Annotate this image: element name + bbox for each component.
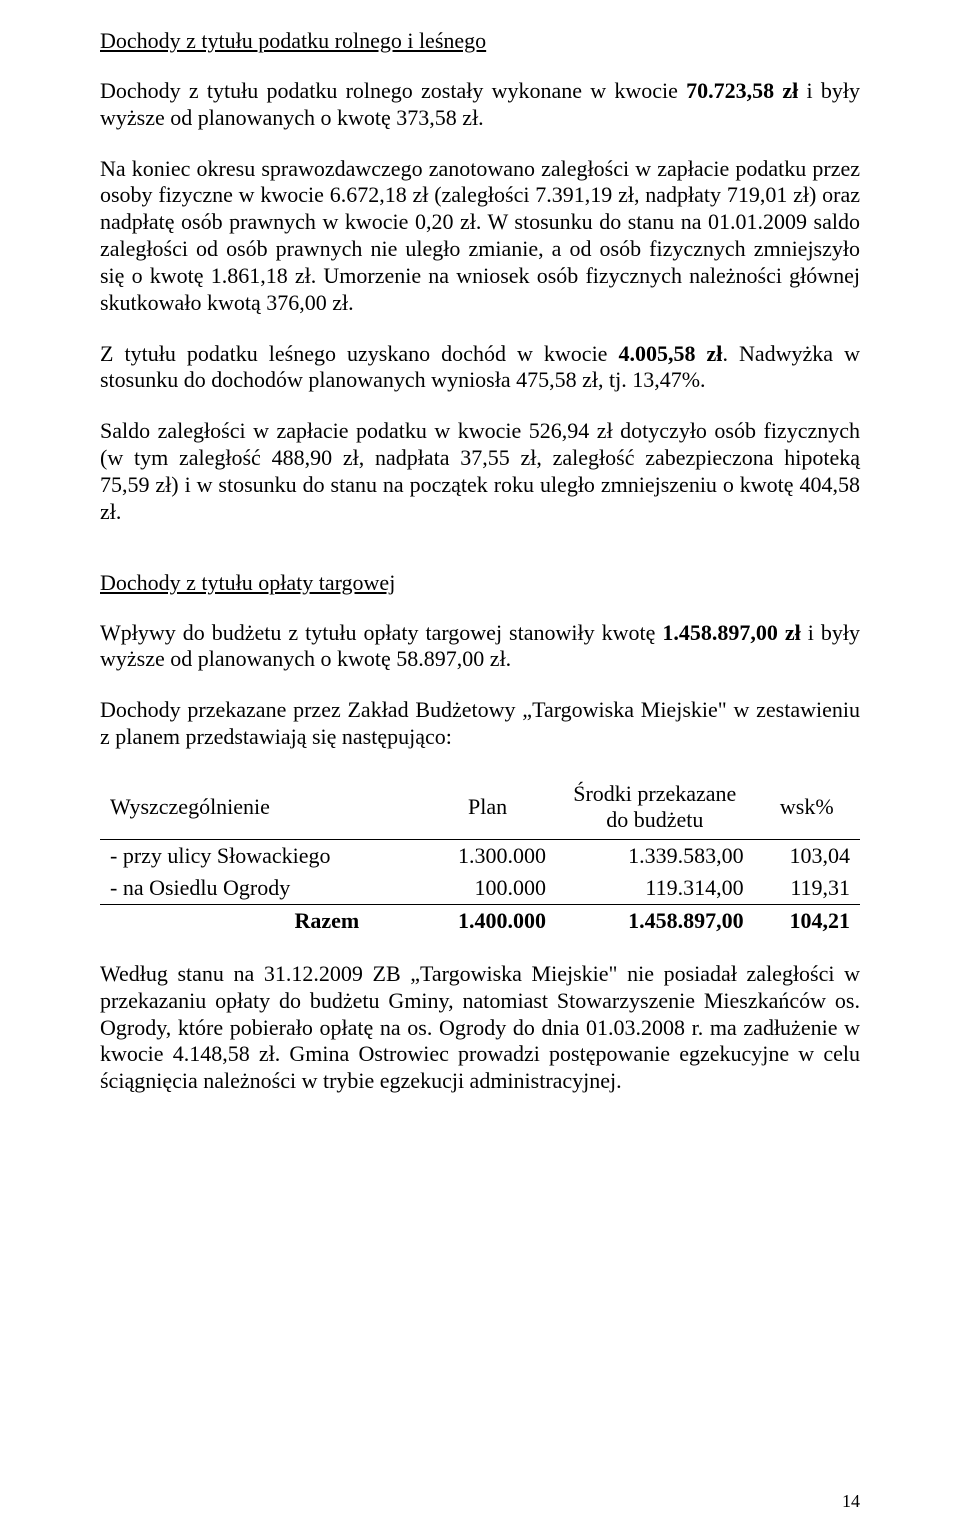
- section2-p1-text-a: Wpływy do budżetu z tytułu opłaty targow…: [100, 620, 662, 645]
- col-wsk: wsk%: [754, 775, 860, 840]
- cell-total-plan: 1.400.000: [419, 904, 556, 937]
- section1-p3: Z tytułu podatku leśnego uzyskano dochód…: [100, 341, 860, 395]
- table-total-row: Razem 1.400.000 1.458.897,00 104,21: [100, 904, 860, 937]
- section2-heading: Dochody z tytułu opłaty targowej: [100, 570, 860, 596]
- funds-table: Wyszczególnienie Plan Środki przekazane …: [100, 775, 860, 937]
- table-row: - przy ulicy Słowackiego 1.300.000 1.339…: [100, 839, 860, 872]
- section2-p1: Wpływy do budżetu z tytułu opłaty targow…: [100, 620, 860, 674]
- table-row: - na Osiedlu Ogrody 100.000 119.314,00 1…: [100, 872, 860, 905]
- section1-p1-amount-bold: 70.723,58 zł: [686, 78, 798, 103]
- col-plan: Plan: [419, 775, 556, 840]
- cell-srodki: 119.314,00: [556, 872, 754, 905]
- col-srodki: Środki przekazane do budżetu: [556, 775, 754, 840]
- page-number: 14: [842, 1491, 860, 1512]
- col-srodki-line2: do budżetu: [606, 807, 703, 832]
- section2-p1-amount-bold: 1.458.897,00 zł: [662, 620, 800, 645]
- section1-p1-text-a: Dochody z tytułu podatku rolnego zostały…: [100, 78, 686, 103]
- section2-p2: Dochody przekazane przez Zakład Budżetow…: [100, 697, 860, 751]
- cell-plan: 1.300.000: [419, 839, 556, 872]
- cell-srodki: 1.339.583,00: [556, 839, 754, 872]
- section1-p4: Saldo zaległości w zapłacie podatku w kw…: [100, 418, 860, 525]
- section1-p3-amount-bold: 4.005,58 zł: [619, 341, 723, 366]
- section1-heading: Dochody z tytułu podatku rolnego i leśne…: [100, 28, 860, 54]
- cell-total-label: Razem: [100, 904, 419, 937]
- section1-p3-text-a: Z tytułu podatku leśnego uzyskano dochód…: [100, 341, 619, 366]
- cell-wsk: 103,04: [754, 839, 860, 872]
- col-srodki-line1: Środki przekazane: [573, 781, 736, 806]
- col-wyszczegolnienie: Wyszczególnienie: [100, 775, 419, 840]
- cell-name: - na Osiedlu Ogrody: [100, 872, 419, 905]
- cell-total-wsk: 104,21: [754, 904, 860, 937]
- cell-total-srodki: 1.458.897,00: [556, 904, 754, 937]
- section2-p3: Według stanu na 31.12.2009 ZB „Targowisk…: [100, 961, 860, 1095]
- section1-p2: Na koniec okresu sprawozdawczego zanotow…: [100, 156, 860, 317]
- cell-plan: 100.000: [419, 872, 556, 905]
- table-header-row: Wyszczególnienie Plan Środki przekazane …: [100, 775, 860, 840]
- cell-wsk: 119,31: [754, 872, 860, 905]
- cell-name: - przy ulicy Słowackiego: [100, 839, 419, 872]
- document-page: Dochody z tytułu podatku rolnego i leśne…: [0, 0, 960, 1530]
- section1-p1: Dochody z tytułu podatku rolnego zostały…: [100, 78, 860, 132]
